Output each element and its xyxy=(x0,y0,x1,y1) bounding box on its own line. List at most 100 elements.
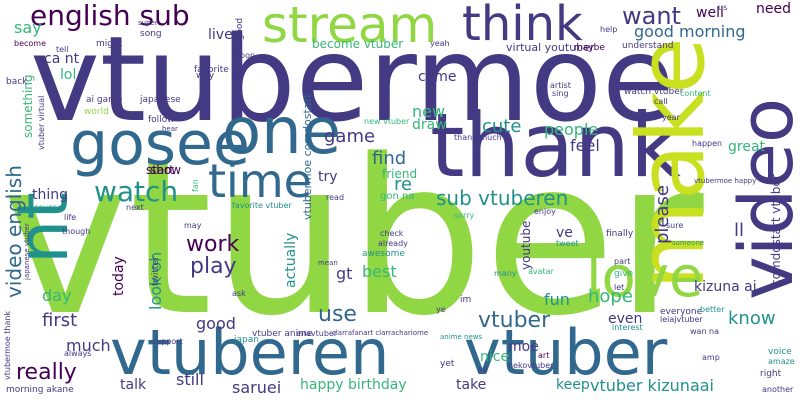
word-saruei: saruei xyxy=(232,378,282,397)
word-ca-nt: ca nt xyxy=(44,51,80,67)
word-talk: talk xyxy=(120,377,147,393)
word-tell: tell xyxy=(56,45,69,54)
word-take: take xyxy=(456,377,487,393)
word-leiajvtuber: leiajvtuber xyxy=(660,315,703,324)
word-vtuber-mid: vtuber xyxy=(478,308,551,333)
word-thank-much: thank much xyxy=(454,133,502,142)
word-good-morning: good morning xyxy=(634,22,746,41)
word-ye: ye xyxy=(436,305,446,314)
word-first: first xyxy=(42,310,78,331)
word-think: think xyxy=(462,0,583,52)
word-ve: ve xyxy=(556,225,573,241)
word-try: try xyxy=(318,169,338,185)
word-enjoy: enjoy xyxy=(534,207,556,216)
word-today: today xyxy=(111,256,127,296)
word-say: say xyxy=(14,18,42,37)
word-amaze: amaze xyxy=(768,357,795,366)
word-understand: understand xyxy=(622,41,674,51)
word-xd: xd xyxy=(478,365,488,374)
word-though: though xyxy=(62,227,91,236)
word-much: much xyxy=(66,336,111,355)
word-virtual-youtuber: virtual youtuber xyxy=(506,41,595,54)
word-still: still xyxy=(176,370,204,389)
word-clarrafanart: clarrafanart clarrachariome xyxy=(332,329,429,337)
word-way: way xyxy=(196,71,215,81)
word-vtuber-bottom: vtuber xyxy=(464,316,668,389)
word-someone: someone xyxy=(672,239,705,247)
word-lol: lol xyxy=(60,67,77,83)
word-comdostart-vtuber: comdostart vtuber xyxy=(769,174,783,286)
word-really: really xyxy=(16,360,77,385)
word-awesome: awesome xyxy=(362,249,405,259)
word-song: song xyxy=(140,29,162,39)
word-year: year xyxy=(662,113,680,122)
word-well: well xyxy=(696,5,724,21)
word-new-vtuber: new vtuber xyxy=(364,117,410,126)
word-re: re xyxy=(394,174,413,195)
word-morning-akane: morning akane xyxy=(6,385,74,395)
word-please: please xyxy=(652,185,673,244)
word-many: many xyxy=(494,269,517,278)
word-draw: draw xyxy=(412,117,447,133)
word-stream: stream xyxy=(262,0,438,54)
word-gosee: gosee xyxy=(70,109,250,179)
word-avatar: avatar xyxy=(528,267,554,276)
word-vtubermoe: vtubermoe xyxy=(30,10,675,148)
word-watch: watch xyxy=(94,175,179,208)
word-back: back xyxy=(6,77,28,87)
word-read: read xyxy=(326,193,345,202)
word-know: know xyxy=(728,308,776,329)
word-sure: sure xyxy=(666,221,684,230)
word-play: play xyxy=(190,254,237,279)
word-thank: thank xyxy=(430,94,681,197)
word-next: next xyxy=(126,203,144,212)
word-time: time xyxy=(208,154,312,208)
word-ai-game: ai game xyxy=(86,95,123,105)
word-content: content xyxy=(680,89,711,98)
word-better: better xyxy=(700,305,725,314)
word-hear: hear xyxy=(162,125,178,133)
word-day: day xyxy=(42,286,72,305)
word-art: art xyxy=(538,351,550,360)
word-youtube: youtube xyxy=(519,220,533,270)
word-vtuber-kizunaai: vtuber kizunaai xyxy=(590,376,714,395)
word-yeah: yeah xyxy=(430,39,450,48)
word-might: might xyxy=(96,39,123,49)
word-show: show xyxy=(150,163,182,177)
word-help: help xyxy=(600,25,618,34)
word-yet: yet xyxy=(440,359,455,369)
word-give: give xyxy=(614,269,634,279)
word-fan: fan xyxy=(191,179,200,192)
word-maybe: maybe xyxy=(574,43,605,53)
word-english-sub: english sub xyxy=(30,0,190,32)
word-another: another xyxy=(762,385,794,394)
word-support: support xyxy=(152,337,183,346)
word-finally: finally xyxy=(606,229,634,239)
word-super: super xyxy=(138,19,158,27)
word-fun: fun xyxy=(544,290,570,309)
word-may: may xyxy=(184,221,202,230)
word-work: work xyxy=(186,232,240,257)
word-best: best xyxy=(362,262,397,281)
word-sorry: sorry xyxy=(454,211,475,220)
word-us: us xyxy=(718,3,728,12)
word-need: need xyxy=(756,1,791,17)
word-vtubermoe-comdostart: vtubermoe comdostart xyxy=(301,93,314,220)
word-favorite: favorite xyxy=(194,65,229,75)
word-follow: follow xyxy=(148,115,175,125)
word-im: im xyxy=(460,295,472,305)
word-gon-na: gon na xyxy=(380,191,415,202)
word-cover: cover xyxy=(34,203,57,212)
word-video-vertical: video xyxy=(724,97,800,300)
word-come: come xyxy=(418,69,457,85)
word-soon: soon xyxy=(236,51,256,60)
word-tweet: tweet xyxy=(556,239,579,248)
word-gt: gt xyxy=(336,264,353,283)
word-use: use xyxy=(318,302,357,327)
word-ask: ask xyxy=(232,289,246,298)
word-kizuna-ai: kizuna ai xyxy=(694,279,757,295)
word-call: call xyxy=(654,97,668,106)
word-right: right xyxy=(760,369,782,379)
word-become: become xyxy=(14,39,47,48)
